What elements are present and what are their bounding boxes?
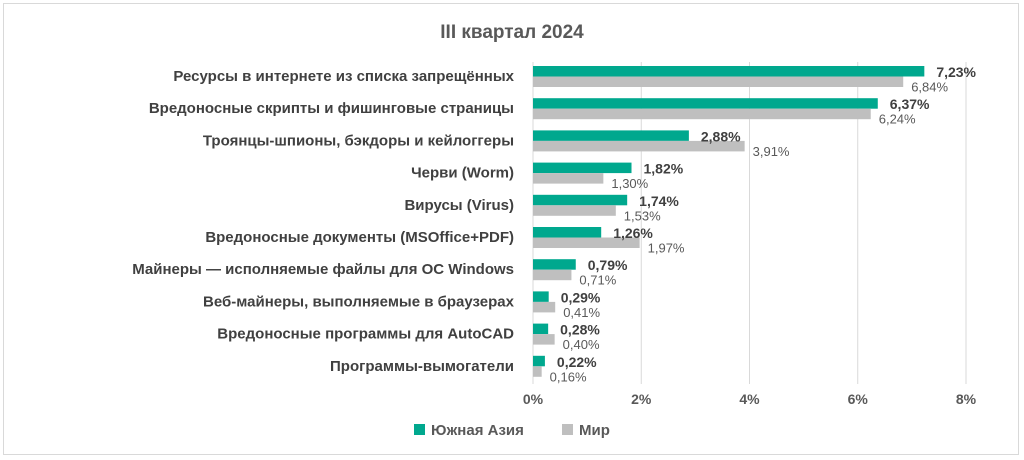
bar-south-asia <box>533 130 689 141</box>
legend-swatch <box>414 424 425 435</box>
bar-world <box>533 366 542 377</box>
bar-south-asia <box>533 323 549 335</box>
legend: Южная Азия Мир <box>414 422 610 439</box>
category-label: Веб-майнеры, выполняемые в браузерах <box>203 293 515 310</box>
category-label: Троянцы-шпионы, бэкдоры и кейлоггеры <box>203 132 514 149</box>
data-label-south-asia: 1,74% <box>639 193 679 209</box>
category-labels: Ресурсы в интернете из списка запрещённы… <box>132 68 514 375</box>
data-label-south-asia: 6,37% <box>890 96 930 112</box>
bar-world <box>533 334 555 345</box>
data-label-world: 3,91% <box>753 144 790 159</box>
category-label: Вредоносные скрипты и фишинговые страниц… <box>149 100 514 117</box>
data-label-south-asia: 7,23% <box>936 64 976 80</box>
x-tick-label: 8% <box>956 391 977 407</box>
x-axis-ticks: 0% 2% 4% 6% 8% <box>523 391 977 407</box>
category-label: Программы-вымогатели <box>330 358 514 375</box>
category-label: Вредоносные программы для AutoCAD <box>217 326 514 343</box>
bar-world <box>533 140 745 152</box>
data-label-world: 6,24% <box>879 112 916 127</box>
legend-label: Южная Азия <box>431 422 524 439</box>
data-label-world: 0,71% <box>579 273 616 288</box>
bar-south-asia <box>533 355 545 367</box>
category-label: Черви (Worm) <box>411 165 514 182</box>
x-tick-label: 0% <box>523 391 544 407</box>
chart-title: III квартал 2024 <box>440 22 584 43</box>
bar-world <box>533 301 556 313</box>
bar-world <box>533 173 604 184</box>
data-label-world: 0,40% <box>563 337 600 352</box>
bar-south-asia <box>533 227 602 238</box>
bar-world <box>533 108 871 120</box>
bar-south-asia <box>533 291 549 302</box>
data-label-world: 0,16% <box>550 369 587 384</box>
data-label-south-asia: 0,29% <box>561 289 601 305</box>
bar-world <box>533 269 572 281</box>
data-label-world: 1,97% <box>648 241 685 256</box>
bar-south-asia <box>533 66 925 77</box>
bars-group: 7,23%6,84%6,37%6,24% 2,88% 3,91% 1,82%1,30%… <box>533 64 977 384</box>
data-label-south-asia: 1,26% <box>613 225 653 241</box>
x-tick-label: 4% <box>739 391 760 407</box>
category-label: Вирусы (Virus) <box>404 197 514 214</box>
legend-label: Мир <box>579 422 610 439</box>
x-tick-label: 6% <box>848 391 869 407</box>
bar-south-asia <box>533 162 632 174</box>
bar-south-asia <box>533 98 878 109</box>
data-label-south-asia: 0,22% <box>557 354 597 370</box>
bar-world <box>533 76 904 87</box>
data-label-world: 1,53% <box>624 208 661 223</box>
bar-south-asia <box>533 259 576 270</box>
data-label-south-asia: 2,88% <box>701 128 741 144</box>
data-label-world: 1,30% <box>611 176 648 191</box>
category-label: Ресурсы в интернете из списка запрещённы… <box>173 68 514 85</box>
bar-south-asia <box>533 194 628 206</box>
x-tick-label: 2% <box>631 391 652 407</box>
data-label-world: 0,41% <box>563 305 600 320</box>
data-label-south-asia: 0,79% <box>588 257 628 273</box>
bar-world <box>533 237 640 248</box>
bar-world <box>533 205 616 216</box>
category-label: Майнеры — исполняемые файлы для ОС Windo… <box>132 261 514 278</box>
data-label-south-asia: 1,82% <box>644 161 684 177</box>
data-label-world: 6,84% <box>911 80 948 95</box>
data-label-south-asia: 0,28% <box>560 322 600 338</box>
legend-swatch <box>562 424 573 435</box>
category-label: Вредоносные документы (MSOffice+PDF) <box>205 229 514 246</box>
